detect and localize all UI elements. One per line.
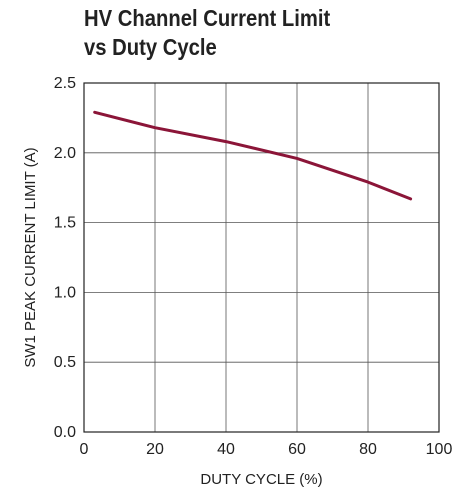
series-line-0 — [93, 110, 413, 201]
chart-title-line-2: vs Duty Cycle — [84, 34, 217, 60]
chart-title: HV Channel Current Limit vs Duty Cycle — [84, 4, 330, 62]
y-axis-label: SW1 PEAK CURRENT LIMIT (A) — [22, 147, 39, 367]
x-tick-label-0: 0 — [80, 441, 89, 458]
y-tick-label-2.0: 2.0 — [54, 145, 76, 162]
chart-title-line-1: HV Channel Current Limit — [84, 5, 331, 31]
x-tick-label-80: 80 — [359, 441, 377, 458]
x-tick-labels: 0 20 40 60 80 100 — [80, 441, 453, 458]
x-tick-label-60: 60 — [288, 441, 306, 458]
plot-frame — [83, 82, 440, 433]
y-tick-label-0.5: 0.5 — [54, 354, 76, 371]
y-tick-label-2.5: 2.5 — [54, 75, 76, 92]
y-tick-labels: 0.0 0.5 1.0 1.5 2.0 2.5 — [54, 75, 76, 441]
y-tick-label-1.5: 1.5 — [54, 215, 76, 232]
y-tick-label-1.0: 1.0 — [54, 284, 76, 301]
x-tick-label-20: 20 — [146, 441, 164, 458]
y-tick-label-0.0: 0.0 — [54, 424, 76, 441]
x-axis-label: DUTY CYCLE (%) — [200, 471, 322, 488]
grid-lines — [83, 82, 440, 433]
x-tick-label-100: 100 — [426, 441, 453, 458]
x-tick-label-40: 40 — [217, 441, 235, 458]
series-group — [93, 110, 413, 201]
